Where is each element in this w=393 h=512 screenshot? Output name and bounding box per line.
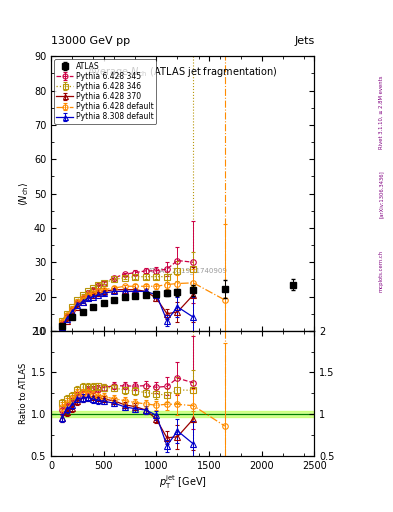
- Text: [arXiv:1306.3436]: [arXiv:1306.3436]: [379, 170, 384, 219]
- Bar: [51, 411, 314, 417]
- Legend: ATLAS, Pythia 6.428 345, Pythia 6.428 346, Pythia 6.428 370, Pythia 6.428 defaul: ATLAS, Pythia 6.428 345, Pythia 6.428 34…: [54, 59, 156, 124]
- Text: mcplots.cern.ch: mcplots.cern.ch: [379, 250, 384, 292]
- Text: Jets: Jets: [294, 36, 314, 46]
- Text: Average $N_{\rm ch}$ (ATLAS jet fragmentation): Average $N_{\rm ch}$ (ATLAS jet fragment…: [88, 65, 278, 78]
- Text: ATLAS_2019_I1740909: ATLAS_2019_I1740909: [148, 267, 228, 274]
- X-axis label: $p_{\mathrm{T}}^{\mathrm{jet}}$ [GeV]: $p_{\mathrm{T}}^{\mathrm{jet}}$ [GeV]: [159, 473, 207, 491]
- Y-axis label: $\langle N_{\mathrm{ch}} \rangle$: $\langle N_{\mathrm{ch}} \rangle$: [17, 181, 31, 206]
- Text: Rivet 3.1.10, ≥ 2.8M events: Rivet 3.1.10, ≥ 2.8M events: [379, 76, 384, 150]
- Y-axis label: Ratio to ATLAS: Ratio to ATLAS: [19, 362, 28, 424]
- Text: 13000 GeV pp: 13000 GeV pp: [51, 36, 130, 46]
